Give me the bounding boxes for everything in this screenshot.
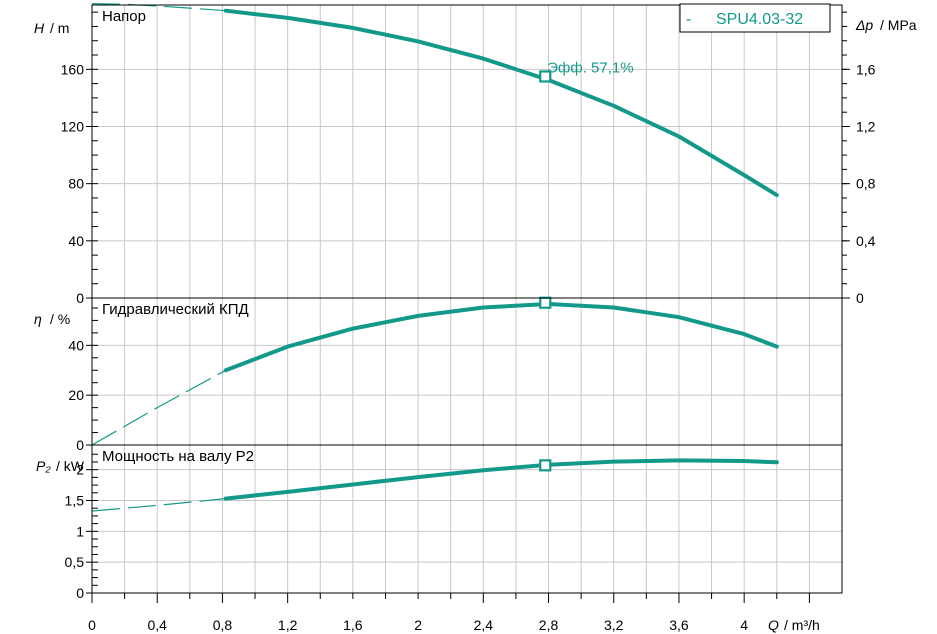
eff-curve-extrapolated [91, 369, 226, 446]
power-curve [223, 458, 779, 501]
efficiency-annotation: Эфф. 57,1% [547, 59, 633, 76]
power-y-unit: / kW [56, 458, 85, 474]
legend-dash: - [686, 11, 691, 28]
power-panel-title: Мощность на валу P2 [102, 448, 254, 465]
eff-panel-frame [91, 297, 843, 446]
right-tick-label: 1,6 [856, 61, 876, 77]
head-y-tick-label: 120 [61, 118, 85, 134]
x-tick-label: 2,8 [539, 617, 559, 633]
eff-y-unit: / % [50, 311, 70, 327]
power-panel-frame [91, 444, 843, 594]
right-tick-label: 0,8 [856, 176, 876, 192]
head-y-tick-label: 40 [68, 233, 84, 249]
head-curve [223, 8, 779, 198]
x-tick-label: 1,6 [343, 617, 363, 633]
power-y-tick-label: 2 [76, 462, 84, 478]
legend-label: SPU4.03-32 [716, 11, 803, 28]
head-y-tick-label: 0 [76, 290, 84, 306]
x-tick-label: 1,2 [278, 617, 298, 633]
x-tick-label: 3,2 [604, 617, 624, 633]
right-tick-label: 0 [856, 290, 864, 306]
power-operating-point [539, 459, 552, 472]
head-operating-point [539, 70, 552, 83]
eff-operating-point [539, 296, 552, 309]
right-tick-label: 0,4 [856, 233, 876, 249]
x-tick-label: 2,4 [474, 617, 494, 633]
power-y-symbol: P₂ [36, 458, 51, 474]
head-curve-extrapolated [91, 3, 226, 12]
curve-layer [91, 3, 779, 512]
eff-curve [223, 302, 779, 373]
eff-y-symbol: η [34, 311, 42, 327]
power-y-tick-label: 0,5 [65, 554, 85, 570]
right-tick-label: 1,2 [856, 118, 876, 134]
head-y-tick-label: 160 [61, 61, 85, 77]
right-axis-symbol: Δp [855, 17, 873, 33]
power-y-tick-label: 1 [76, 523, 84, 539]
head-panel-frame [91, 4, 843, 299]
power-y-tick-label: 1,5 [65, 493, 85, 509]
x-tick-label: 4 [740, 617, 748, 633]
head-y-unit: / m [50, 20, 69, 36]
eff-panel-title: Гидравлический КПД [102, 301, 249, 318]
eff-y-tick-label: 40 [68, 337, 84, 353]
eff-y-tick-label: 20 [68, 387, 84, 403]
x-tick-label: 0,8 [213, 617, 233, 633]
head-y-tick-label: 80 [68, 176, 84, 192]
x-tick-label: 2 [414, 617, 422, 633]
eff-y-tick-label: 0 [76, 437, 84, 453]
power-curve-extrapolated [91, 498, 226, 512]
x-tick-label: 0,4 [147, 617, 167, 633]
grid-layer [92, 5, 842, 593]
right-axis-unit: / MPa [880, 17, 917, 33]
x-axis-unit: / m³/h [784, 617, 820, 633]
head-panel-title: Напор [102, 8, 146, 25]
x-tick-label: 0 [88, 617, 96, 633]
x-tick-label: 3,6 [669, 617, 689, 633]
head-y-symbol: H [34, 20, 45, 36]
x-axis-symbol: Q [768, 617, 779, 633]
legend-box [679, 3, 831, 33]
legend: - SPU4.03-32 [679, 3, 831, 33]
power-y-tick-label: 0 [76, 585, 84, 601]
frame-layer [86, 4, 850, 603]
